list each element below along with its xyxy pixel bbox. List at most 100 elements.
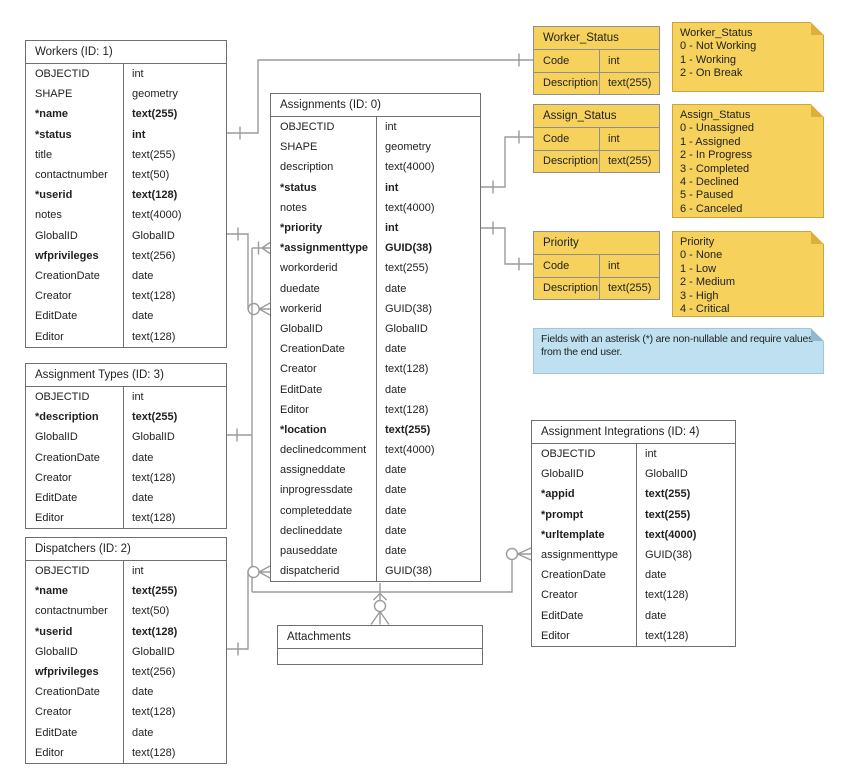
field-name: CreationDate xyxy=(280,343,345,356)
table-row: assignmenttype GUID(38) xyxy=(532,544,735,566)
field-type: int xyxy=(376,117,480,138)
note-line: 4 - Declined xyxy=(680,176,739,189)
table-title: Assign_Status xyxy=(534,105,659,128)
note-line: 2 - Medium xyxy=(680,276,736,289)
table-rows: OBJECTID int SHAPE geometry *name text(255) *s… xyxy=(26,64,226,347)
table-title: Assignment Types (ID: 3) xyxy=(26,364,226,387)
field-name: GlobalID xyxy=(35,229,78,242)
field-name: GlobalID xyxy=(35,431,78,444)
field-type: date xyxy=(123,306,226,327)
field-name: *description xyxy=(35,411,99,424)
field-name: GlobalID xyxy=(280,322,323,335)
note-text: Assign_Status 0 - Unassigned 1 - Assigned 2… xyxy=(680,109,816,216)
note-line: Worker_Status xyxy=(680,27,753,39)
table-row: EditDate date xyxy=(26,722,226,743)
note-text: Worker_Status 0 - Not Working 1 - Working 2… xyxy=(680,27,816,81)
field-name: declinedcomment xyxy=(280,444,367,457)
table-row: Editor text(128) xyxy=(26,508,226,529)
note-worker-status-domain: Worker_Status 0 - Not Working 1 - Working 2… xyxy=(672,22,824,92)
table-rows: Code int Description text(255) xyxy=(534,128,659,172)
table-row: *appid text(255) xyxy=(532,484,735,505)
table-row: *userid text(128) xyxy=(26,185,226,206)
field-type: int xyxy=(599,50,659,72)
table-row: CreationDate date xyxy=(26,447,226,468)
field-name: Editor xyxy=(35,330,64,343)
field-type: geometry xyxy=(123,84,226,105)
field-name: wfprivileges xyxy=(35,249,99,262)
table-row: notes text(4000) xyxy=(26,205,226,226)
table-row: EditDate date xyxy=(26,306,226,327)
field-type: int xyxy=(599,255,659,277)
table-row: duedate date xyxy=(271,278,480,299)
field-type: int xyxy=(376,217,480,239)
table-row: EditDate date xyxy=(26,487,226,509)
note-line: 0 - Not Working xyxy=(680,40,757,53)
field-name: GlobalID xyxy=(541,468,584,481)
field-type: GlobalID xyxy=(123,641,226,662)
field-type: GUID(38) xyxy=(636,544,735,566)
table-row: *prompt text(255) xyxy=(532,504,735,525)
field-type: int xyxy=(636,444,735,465)
table-title: Worker_Status xyxy=(534,27,659,50)
field-type: text(255) xyxy=(636,484,735,505)
table-row: CreationDate date xyxy=(26,682,226,703)
field-type: GlobalID xyxy=(123,427,226,448)
field-type: text(255) xyxy=(123,581,226,602)
field-name: description xyxy=(280,161,334,174)
table-row: Description text(255) xyxy=(534,71,659,94)
table-row: *status int xyxy=(26,124,226,145)
table-row: workorderid text(255) xyxy=(271,258,480,279)
field-name: EditDate xyxy=(35,726,78,739)
field-type: date xyxy=(376,480,480,501)
table-row: completeddate date xyxy=(271,500,480,521)
table-row: contactnumber text(50) xyxy=(26,164,226,186)
rel-assignments-to-attachments xyxy=(370,583,390,625)
table-row: Description text(255) xyxy=(534,276,659,299)
field-name: declineddate xyxy=(280,524,343,537)
field-name: OBJECTID xyxy=(541,448,596,461)
field-name: SHAPE xyxy=(280,141,318,154)
table-row: workerid GUID(38) xyxy=(271,298,480,319)
table-row: Description text(255) xyxy=(534,149,659,172)
table-row: Code int xyxy=(534,255,659,277)
field-name: SHAPE xyxy=(35,88,73,101)
field-type: date xyxy=(123,722,226,743)
table-row: Creator text(128) xyxy=(26,467,226,488)
field-name: CreationDate xyxy=(35,686,100,699)
field-name: *priority xyxy=(280,222,323,235)
note-line: 3 - High xyxy=(680,289,719,302)
table-title: Dispatchers (ID: 2) xyxy=(26,538,226,561)
table-row: EditDate date xyxy=(532,605,735,626)
note-fold-corner xyxy=(811,104,824,117)
table-row: OBJECTID int xyxy=(26,387,226,408)
note-line: 4 - Critical xyxy=(680,303,730,316)
field-name: CreationDate xyxy=(35,269,100,282)
field-name: inprogressdate xyxy=(280,484,353,497)
field-name: Creator xyxy=(35,471,72,484)
field-name: assignmenttype xyxy=(541,549,619,562)
field-name: OBJECTID xyxy=(35,68,90,81)
field-type: text(128) xyxy=(636,625,735,646)
table-rows: OBJECTID int GlobalID GlobalID *appid text(25… xyxy=(532,444,735,646)
table-row: OBJECTID int xyxy=(26,64,226,85)
field-name: pauseddate xyxy=(280,545,338,558)
field-type: text(128) xyxy=(123,326,226,347)
note-assign-status-domain: Assign_Status 0 - Unassigned 1 - Assigned 2… xyxy=(672,104,824,218)
table-row: Editor text(128) xyxy=(532,625,735,646)
note-line: 2 - On Break xyxy=(680,67,743,80)
table-assignments: Assignments (ID: 0) OBJECTID int SHAPE geom… xyxy=(270,93,481,583)
field-name: Editor xyxy=(35,746,64,759)
table-row: Code int xyxy=(534,128,659,150)
field-name: Code xyxy=(543,259,570,272)
table-row: *location text(255) xyxy=(271,419,480,440)
field-type: text(4000) xyxy=(376,197,480,218)
table-worker-status: Worker_Status Code int Description text(255… xyxy=(533,26,660,95)
note-line: 3 - Completed xyxy=(680,162,750,175)
field-type: int xyxy=(123,561,226,582)
field-type: text(4000) xyxy=(376,157,480,178)
field-name: assigneddate xyxy=(280,464,346,477)
field-type: text(255) xyxy=(123,104,226,125)
rel-assignments-priority-to-priority xyxy=(481,221,533,271)
field-name: *urltemplate xyxy=(541,528,605,541)
